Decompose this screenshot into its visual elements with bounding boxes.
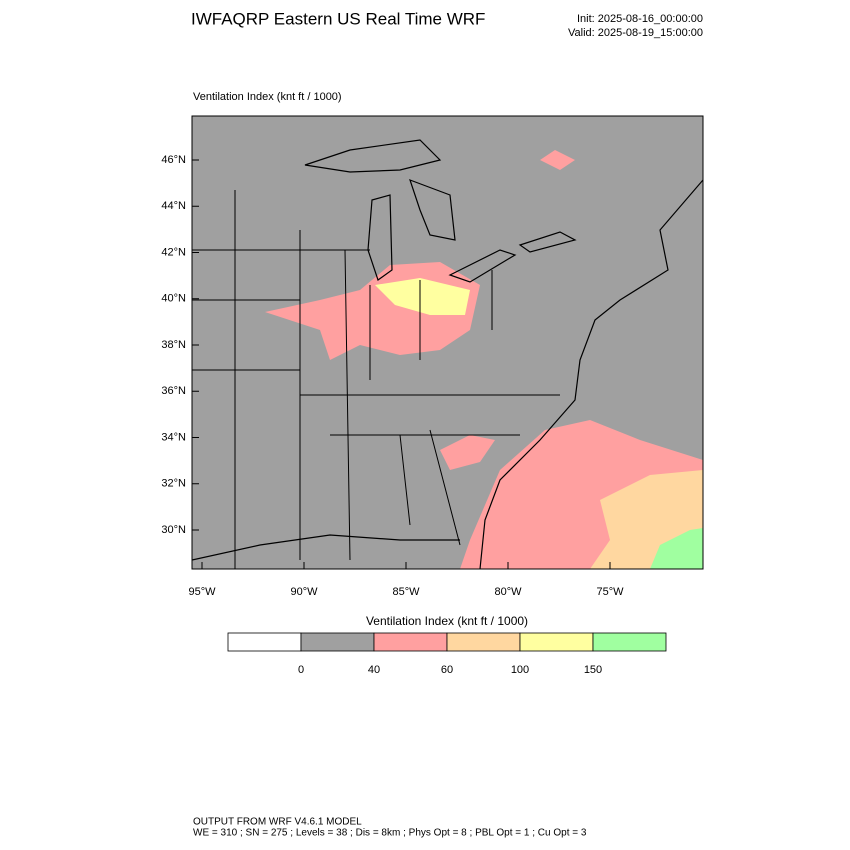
lake-huron [409,178,456,241]
colorbar-title: Ventilation Index (knt ft / 1000) [366,614,528,628]
colorbar-box [227,632,302,652]
colorbar-box [446,632,521,652]
lat-label: 30°N [161,524,186,536]
lat-label: 46°N [161,154,186,166]
colorbar-tick-label: 0 [298,664,304,676]
lon-label: 80°W [494,586,522,598]
map-label: Ventilation Index (knt ft / 1000) [193,91,342,103]
map-frame [191,115,704,570]
region-pink-south [440,435,495,470]
lon-label: 90°W [290,586,318,598]
region-pink-canada [540,150,575,170]
lat-label: 40°N [161,293,186,305]
coastline [192,179,703,569]
lon-label: 75°W [596,586,624,598]
colorbar-tick-label: 40 [368,664,380,676]
colorbar-box [300,632,375,652]
region-yellow [375,278,470,315]
lat-label: 36°N [161,385,186,397]
map-area [192,116,703,569]
lat-label: 42°N [161,246,186,258]
colorbar-box [373,632,448,652]
region-green [650,528,703,569]
lat-label: 32°N [161,478,186,490]
lon-label: 85°W [392,586,420,598]
init-time: Init: 2025-08-16_00:00:00 [577,13,703,25]
lat-label: 34°N [161,431,186,443]
lake-ontario [518,231,577,253]
state-borders [192,190,560,569]
colorbar-box [519,632,594,652]
colorbar-box [592,632,667,652]
footer-line: OUTPUT FROM WRF V4.6.1 MODEL [193,817,362,828]
lake-erie [448,249,517,283]
lake-michigan [367,194,393,281]
colorbar-tick-label: 150 [584,664,602,676]
title: IWFAQRP Eastern US Real Time WRF [191,9,485,28]
colorbar-tick-label: 100 [511,664,529,676]
colorbar-tick-label: 60 [441,664,453,676]
lon-label: 95°W [188,586,216,598]
lat-label: 38°N [161,339,186,351]
lat-label: 44°N [161,200,186,212]
footer-line: WE = 310 ; SN = 275 ; Levels = 38 ; Dis … [193,828,587,839]
lake-superior [304,139,442,173]
valid-time: Valid: 2025-08-19_15:00:00 [568,27,703,39]
